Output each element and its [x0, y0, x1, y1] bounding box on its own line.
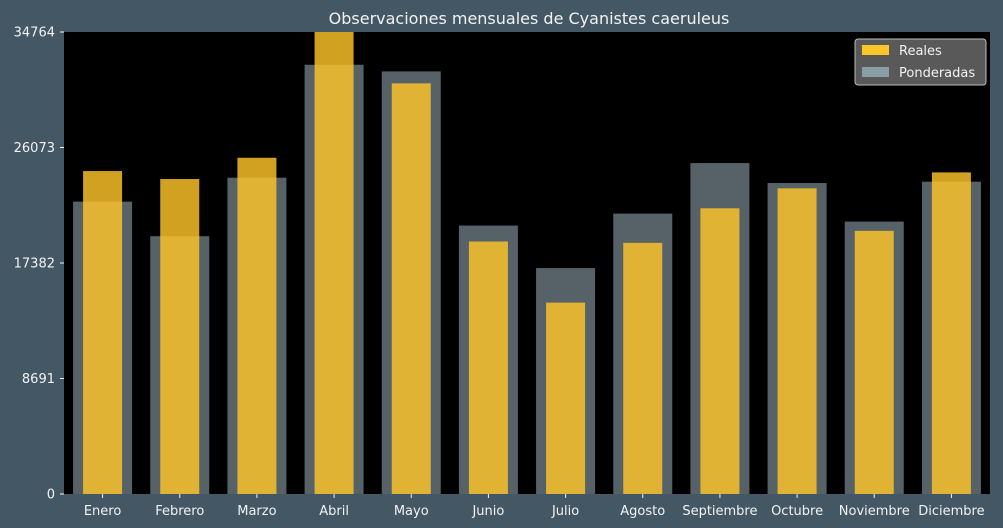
bar-reales-4 — [391, 83, 431, 495]
legend: Reales Ponderadas — [854, 38, 987, 86]
y-tick-label: 0 — [47, 488, 55, 503]
chart-title: Observaciones mensuales de Cyanistes cae… — [329, 9, 730, 28]
bar-reales-2 — [237, 157, 277, 494]
legend-swatch-reales — [862, 45, 889, 55]
y-axis: 0 8691 17382 26073 34764 — [14, 26, 64, 503]
x-tick-label: Julio — [551, 504, 579, 519]
x-tick-label: Diciembre — [918, 504, 984, 519]
y-tick-label: 26073 — [14, 141, 55, 156]
x-tick-label: Abril — [319, 504, 349, 519]
y-tick-label: 17382 — [14, 257, 55, 272]
bar-reales-9 — [777, 188, 817, 494]
bar-reales-6 — [546, 302, 586, 494]
x-tick-label: Noviembre — [839, 504, 910, 519]
x-axis: Enero Febrero Marzo Abril Mayo Junio Julio Agos… — [84, 494, 985, 519]
legend-label-reales: Reales — [899, 44, 942, 59]
x-tick-label: Marzo — [237, 504, 276, 519]
bar-reales-5 — [468, 241, 508, 494]
bar-reales-7 — [623, 242, 663, 494]
bar-reales-1 — [160, 179, 200, 494]
y-tick-label: 34764 — [14, 26, 55, 41]
x-tick-label: Mayo — [394, 504, 429, 519]
x-tick-label: Octubre — [771, 504, 823, 519]
plot-area — [64, 32, 990, 494]
x-tick-label: Febrero — [155, 504, 204, 519]
bar-reales-0 — [83, 171, 123, 494]
x-tick-label: Enero — [84, 504, 122, 519]
x-tick-label: Septiembre — [682, 504, 757, 519]
bar-reales-11 — [931, 172, 971, 495]
x-tick-label: Junio — [471, 504, 504, 519]
bar-reales-3 — [314, 32, 354, 494]
y-tick-label: 8691 — [22, 372, 55, 387]
legend-swatch-ponderadas — [862, 67, 889, 77]
bar-reales-8 — [700, 208, 740, 495]
bar-reales-10 — [854, 230, 894, 494]
x-tick-label: Agosto — [620, 504, 665, 519]
legend-label-ponderadas: Ponderadas — [899, 66, 975, 81]
reales-bars — [83, 32, 971, 495]
